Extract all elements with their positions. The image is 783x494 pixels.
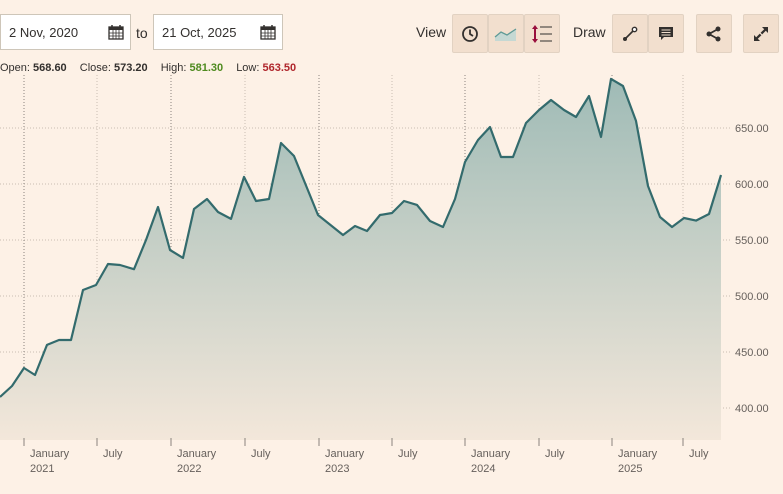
y-tick-label: 500.00 xyxy=(735,291,769,303)
clock-icon xyxy=(462,25,478,42)
x-tick-label: July xyxy=(545,448,565,460)
line-area-icon xyxy=(494,27,517,41)
price-area xyxy=(0,78,721,441)
high-value: 581.30 xyxy=(189,62,224,74)
x-tick-year: 2024 xyxy=(471,463,495,475)
x-tick-year: 2022 xyxy=(177,463,201,475)
from-date-input[interactable]: 2 Nov, 2020 xyxy=(0,14,131,50)
y-tick-label: 650.00 xyxy=(735,123,769,135)
expand-icon xyxy=(754,26,768,41)
time-range-button[interactable] xyxy=(452,14,488,53)
expand-button[interactable] xyxy=(743,14,779,53)
draw-label: Draw xyxy=(573,24,606,40)
line-tool-icon xyxy=(623,26,638,41)
x-tick-year: 2021 xyxy=(30,463,54,475)
x-tick-label: July xyxy=(103,448,123,460)
high-label: High: xyxy=(160,62,187,74)
y-tick-label: 400.00 xyxy=(735,403,769,415)
y-tick-label: 600.00 xyxy=(735,179,769,191)
annotate-button[interactable] xyxy=(648,14,684,53)
x-tick-label: January xyxy=(177,448,217,460)
chart-style-button[interactable] xyxy=(488,14,524,53)
calendar-icon[interactable] xyxy=(260,24,276,40)
x-tick-label: January xyxy=(618,448,658,460)
x-tick-label: January xyxy=(471,448,511,460)
comparison-button[interactable] xyxy=(524,14,560,53)
share-button[interactable] xyxy=(696,14,732,53)
y-axis: 400.00 450.00 500.00 550.00 600.00 650.00 xyxy=(735,123,769,415)
open-label: Open: xyxy=(0,62,30,74)
close-label: Close: xyxy=(79,62,111,74)
y-tick-label: 450.00 xyxy=(735,347,769,359)
to-label: to xyxy=(136,25,148,41)
price-line xyxy=(0,77,723,398)
ohlc-summary: Open: 568.60 Close: 573.20 High: 581.30 … xyxy=(0,62,306,74)
share-icon xyxy=(706,26,721,41)
x-tick-label: July xyxy=(251,448,271,460)
view-label: View xyxy=(416,24,447,40)
x-tick-year: 2025 xyxy=(618,463,642,475)
x-tick-label: July xyxy=(398,448,418,460)
y-tick-label: 550.00 xyxy=(735,235,769,247)
x-tick-label: January xyxy=(325,448,365,460)
x-tick-year: 2023 xyxy=(325,463,349,475)
calendar-icon[interactable] xyxy=(108,24,124,40)
low-value: 563.50 xyxy=(262,62,297,74)
x-axis: January 2021 July January 2022 July January 202… xyxy=(23,438,709,475)
to-date-input[interactable]: 21 Oct, 2025 xyxy=(153,14,283,50)
from-date-value: 2 Nov, 2020 xyxy=(9,24,79,40)
draw-line-button[interactable] xyxy=(612,14,648,53)
to-date-value: 21 Oct, 2025 xyxy=(162,24,237,40)
comment-icon xyxy=(659,26,673,40)
low-label: Low: xyxy=(236,62,260,74)
open-value: 568.60 xyxy=(33,62,67,74)
close-value: 573.20 xyxy=(114,62,148,74)
x-tick-label: January xyxy=(30,448,70,460)
x-tick-label: July xyxy=(689,448,709,460)
indicator-icon xyxy=(532,24,552,43)
